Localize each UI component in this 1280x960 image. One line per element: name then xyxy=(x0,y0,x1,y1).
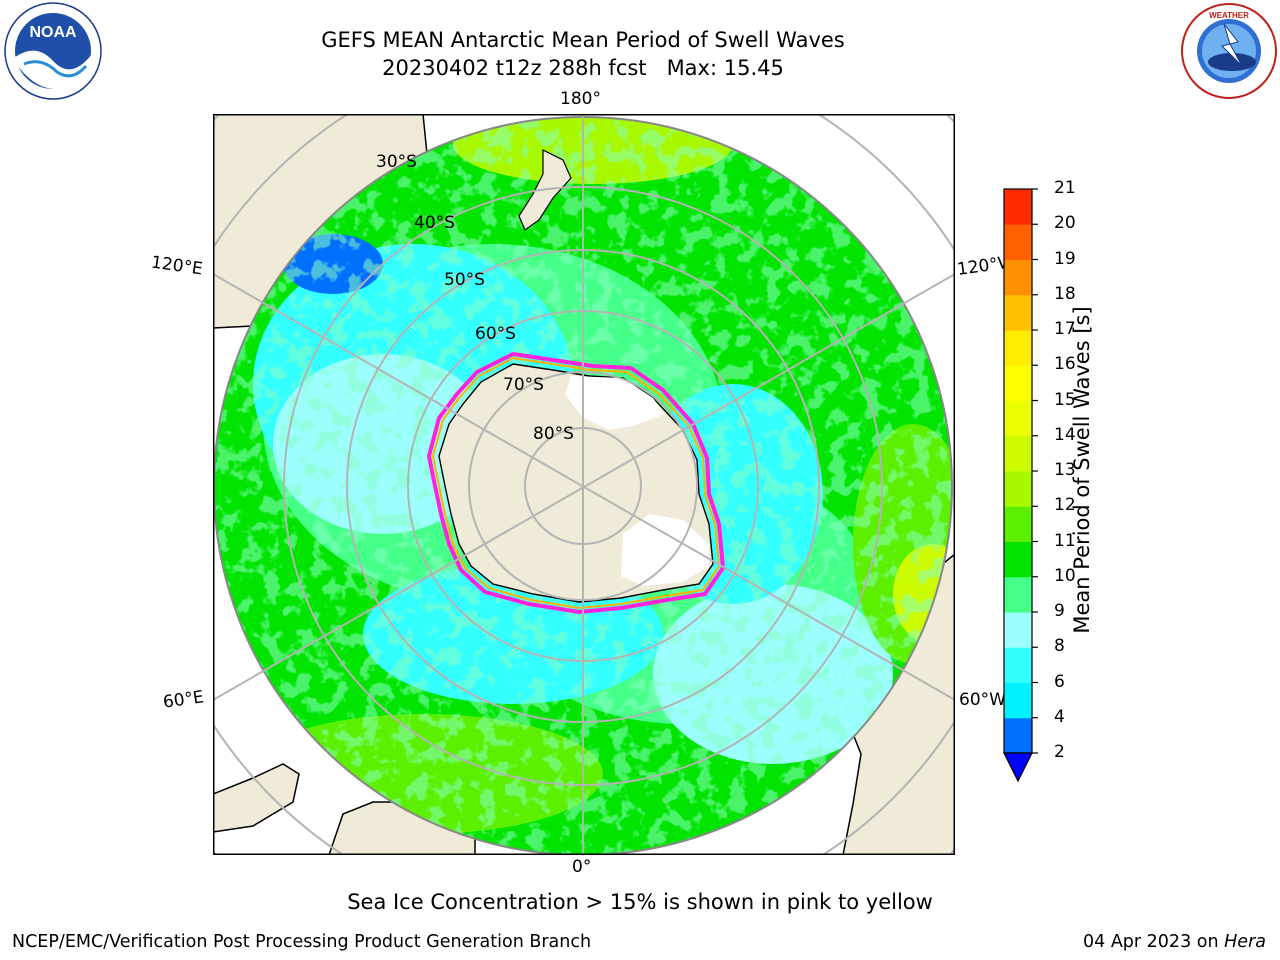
colorbar-tick-label: 14 xyxy=(1054,424,1076,445)
colorbar-tick-label: 11 xyxy=(1054,530,1076,551)
ice-edge-outer xyxy=(431,356,721,610)
noaa-logo-text: NOAA xyxy=(29,24,77,41)
lon-label-0: 0° xyxy=(572,857,592,877)
date-stamp: 04 Apr 2023 on Hera xyxy=(1083,932,1266,952)
chart-subtitle: 20230402 t12z 288h fcst Max: 15.45 xyxy=(382,56,784,80)
colorbar-tick-label: 4 xyxy=(1054,706,1065,727)
colorbar-extend-triangle xyxy=(1003,752,1033,783)
lat-label-40s: 40°S xyxy=(414,213,455,233)
colorbar-tick-label: 9 xyxy=(1054,601,1065,621)
sea-ice-note: Sea Ice Concentration > 15% is shown in … xyxy=(347,890,933,914)
colorbar-tick-label: 10 xyxy=(1054,565,1076,586)
colorbar-label: Mean Period of Swell Waves [s] xyxy=(1070,306,1094,634)
colorbar-tick-label: 19 xyxy=(1054,248,1076,269)
colorbar-tick-label: 13 xyxy=(1054,460,1076,480)
colorbar-band xyxy=(1004,576,1032,613)
lon-label-60w: 60°W xyxy=(959,690,1006,710)
colorbar-tick-label: 2 xyxy=(1054,742,1065,762)
colorbar-tick-label: 18 xyxy=(1054,283,1076,304)
lon-label-120e: 120°E xyxy=(149,252,204,280)
lat-label-70s: 70°S xyxy=(503,375,544,395)
colorbar-tick-label: 15 xyxy=(1054,389,1076,410)
colorbar-band xyxy=(1004,294,1032,331)
colorbar-band xyxy=(1004,259,1032,296)
colorbar-band xyxy=(1004,435,1032,472)
map-frame xyxy=(213,114,955,855)
colorbar-band xyxy=(1004,682,1032,719)
ice-shelf-ross xyxy=(565,376,665,430)
noaa-logo-icon: NOAA xyxy=(4,2,102,100)
colorbar-band xyxy=(1004,330,1032,366)
lon-label-60e: 60°E xyxy=(161,687,206,713)
lon-label-180: 180° xyxy=(560,89,601,109)
lat-label-60s: 60°S xyxy=(475,324,516,344)
colorbar-band xyxy=(1004,647,1032,683)
land-madagascar xyxy=(213,763,300,833)
nws-logo-icon: WEATHER xyxy=(1181,3,1277,99)
ice-edge-inner xyxy=(426,351,726,615)
colorbar-band xyxy=(1004,612,1032,648)
colorbar-band xyxy=(1004,365,1032,401)
colorbar-tick-label: 8 xyxy=(1054,636,1065,657)
colorbar-tick-label: 20 xyxy=(1054,213,1076,234)
colorbar-band xyxy=(1004,506,1032,542)
polar-map xyxy=(213,114,955,855)
chart-title: GEFS MEAN Antarctic Mean Period of Swell… xyxy=(321,28,845,52)
svg-text:WEATHER: WEATHER xyxy=(1209,11,1249,20)
date-text: 04 Apr 2023 on xyxy=(1083,932,1225,952)
lat-label-50s: 50°S xyxy=(444,270,485,290)
credit-text: NCEP/EMC/Verification Post Processing Pr… xyxy=(12,932,592,952)
colorbar-band xyxy=(1004,189,1032,225)
colorbar-tick-label: 17 xyxy=(1054,319,1076,339)
lat-label-80s: 80°S xyxy=(533,424,574,444)
colorbar-tick-label: 12 xyxy=(1054,495,1076,516)
colorbar xyxy=(1003,188,1038,783)
lat-label-30s: 30°S xyxy=(376,152,417,172)
colorbar-tick-label: 6 xyxy=(1054,671,1065,692)
colorbar-band xyxy=(1004,717,1032,754)
colorbar-band xyxy=(1004,224,1032,260)
host-name: Hera xyxy=(1224,932,1266,952)
colorbar-band xyxy=(1004,471,1032,507)
colorbar-band xyxy=(1004,400,1032,437)
colorbar-tick-label: 16 xyxy=(1054,354,1076,375)
colorbar-tick-label: 21 xyxy=(1054,178,1076,198)
colorbar-band xyxy=(1004,541,1032,578)
